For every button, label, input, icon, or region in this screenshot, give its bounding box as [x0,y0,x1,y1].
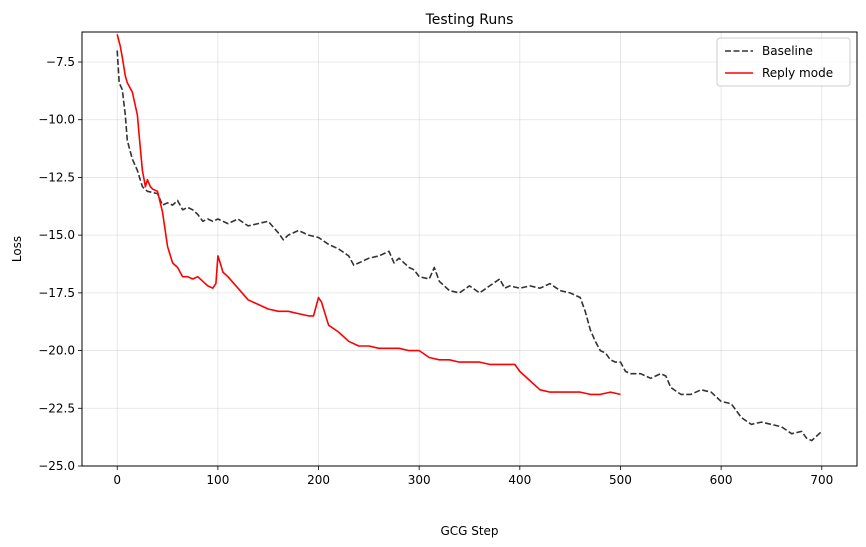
legend-label-reply-mode: Reply mode [762,66,833,80]
legend-box [716,37,851,87]
series-line-baseline [116,50,823,442]
grid [82,32,857,467]
x-tick-label: 400 [508,473,531,487]
y-tick-label: −10.0 [38,113,75,127]
plot-frame [81,31,858,467]
x-axis-label: GCG Step [440,524,498,538]
x-tick-label: 100 [206,473,229,487]
y-axis-label: Loss [10,236,24,262]
x-tick-label: 500 [609,473,632,487]
y-tick-label: −7.5 [46,55,75,69]
y-tick-label: −22.5 [38,401,75,415]
series-line-reply-mode [116,34,621,396]
x-tick-label: 200 [307,473,330,487]
x-tick-label: 700 [810,473,833,487]
y-tick-label: −20.0 [38,344,75,358]
y-tick-label: −15.0 [38,228,75,242]
y-axis-ticks: −7.5 −10.0 −12.5 −15.0 −17.5 −20.0 −22.5 −25.0 [38,55,82,473]
series-lines [116,34,823,442]
x-axis-ticks: 0 100 200 300 400 500 600 700 [113,466,833,487]
x-tick-label: 300 [408,473,431,487]
y-tick-label: −25.0 [38,459,75,473]
x-tick-label: 600 [710,473,733,487]
y-tick-label: −12.5 [38,170,75,184]
legend-label-baseline: Baseline [762,44,813,58]
x-tick-label: 0 [113,473,121,487]
y-tick-label: −17.5 [38,286,75,300]
legend: Baseline Reply mode [716,37,851,87]
chart-title: Testing Runs [425,12,514,28]
